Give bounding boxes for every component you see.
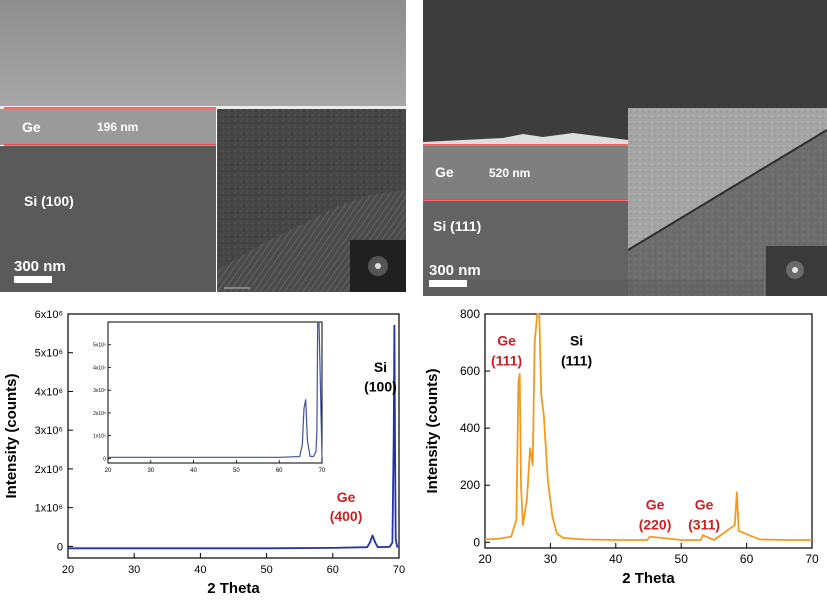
x-axis-label: 2 Theta xyxy=(207,580,260,597)
sem-background-top xyxy=(0,0,406,108)
y-tick-label: 400 xyxy=(460,421,480,435)
x-tick-label: 70 xyxy=(393,564,405,576)
ge-layer-label: Ge xyxy=(435,164,454,180)
y-tick-label: 6x10⁶ xyxy=(35,309,63,321)
x-tick-label: 40 xyxy=(194,564,206,576)
x-tick-label: 30 xyxy=(544,552,558,566)
x-tick-label: 20 xyxy=(62,564,74,576)
inset-x-tick-label: 70 xyxy=(319,468,326,474)
x-tick-label: 60 xyxy=(740,552,754,566)
y-tick-label: 1x10⁶ xyxy=(35,503,63,515)
inset-x-tick-label: 50 xyxy=(233,468,240,474)
tem-inset-right xyxy=(627,108,827,296)
y-tick-label: 2x10⁶ xyxy=(35,464,63,476)
x-tick-label: 20 xyxy=(478,552,492,566)
thickness-label: 520 nm xyxy=(489,166,531,180)
inset-y-tick-label: 5x10⁵ xyxy=(93,343,106,349)
scale-bar-left xyxy=(14,276,52,283)
peak-annotation: Si xyxy=(570,332,583,348)
thickness-label: 196 nm xyxy=(97,120,139,134)
peak-annotation: (311) xyxy=(688,516,720,532)
series-line-0 xyxy=(484,313,812,541)
sem-image-right: Ge 520 nm Si (111) 300 nm xyxy=(423,0,827,296)
sem-image-left: Ge 196 nm Si (100) 300 nm xyxy=(0,0,406,292)
inset-x-tick-label: 40 xyxy=(190,468,197,474)
y-tick-label: 600 xyxy=(460,364,480,378)
inset-series-line xyxy=(108,321,323,458)
peak-annotation: Ge xyxy=(497,332,516,348)
inset-frame xyxy=(107,321,323,464)
x-tick-label: 50 xyxy=(675,552,689,566)
sem-image-right-drawing xyxy=(423,0,827,296)
xrd-chart-right: 20 30 40 50 60 70 0 200 400 600 800 2 Theta Intensit… xyxy=(424,307,819,587)
xrd-chart-left: 20 30 40 50 60 70 0 1x10⁶ 2x10⁶ 3x10⁶ 4x10⁶ 5x10⁶ 6x… xyxy=(3,309,405,597)
peak-annotation: (220) xyxy=(639,516,672,532)
inset-y-tick-label: 0 xyxy=(103,456,106,462)
inset-y-tick-label: 2x10⁵ xyxy=(93,411,106,417)
sem-image-left-drawing xyxy=(0,0,406,292)
y-tick-label: 3x10⁶ xyxy=(35,425,63,437)
scale-bar-right xyxy=(429,280,467,287)
substrate-label: Si (100) xyxy=(24,193,74,209)
inset-y-tick-label: 1x10⁵ xyxy=(93,434,106,440)
x-axis-label: 2 Theta xyxy=(622,570,675,587)
inset-y-tick-label: 4x10⁵ xyxy=(93,365,106,371)
peak-annotation: Ge xyxy=(337,489,356,505)
x-tick-label: 60 xyxy=(327,564,339,576)
y-tick-label: 200 xyxy=(460,478,480,492)
substrate-label: Si (111) xyxy=(433,218,482,234)
x-tick-label: 30 xyxy=(128,564,140,576)
ge-layer xyxy=(423,146,628,200)
inset-x-tick-label: 60 xyxy=(276,468,283,474)
y-tick-label: 800 xyxy=(460,307,480,321)
ge-layer-label: Ge xyxy=(22,119,41,135)
scale-label: 300 nm xyxy=(429,262,481,279)
y-tick-label: 0 xyxy=(473,535,480,549)
series-line-0 xyxy=(68,324,400,550)
peak-annotation: (111) xyxy=(561,352,592,368)
x-tick-label: 40 xyxy=(609,552,623,566)
y-tick-label: 0 xyxy=(57,541,63,553)
peak-annotation: (400) xyxy=(330,508,363,524)
peak-annotation: Ge xyxy=(695,496,714,512)
peak-annotation: Si xyxy=(374,359,387,375)
plot-frame xyxy=(484,313,813,549)
ge-layer xyxy=(0,109,216,145)
inset-x-tick-label: 20 xyxy=(105,468,112,474)
peak-annotation: (111) xyxy=(491,352,522,368)
peak-annotation: Ge xyxy=(646,496,665,512)
inset-x-tick-label: 30 xyxy=(147,468,154,474)
inset-y-tick-label: 3x10⁵ xyxy=(93,388,106,394)
y-axis-label: Intensity (counts) xyxy=(3,373,20,498)
peak-annotation: (100) xyxy=(364,378,397,394)
x-tick-label: 50 xyxy=(260,564,272,576)
si-substrate xyxy=(0,146,216,292)
scale-label: 300 nm xyxy=(14,258,66,275)
x-tick-label: 70 xyxy=(805,552,819,566)
tem-inset-left xyxy=(217,109,406,292)
y-tick-label: 4x10⁶ xyxy=(35,386,63,398)
y-axis-label: Intensity (counts) xyxy=(424,368,441,493)
plot-frame xyxy=(67,313,400,559)
y-tick-label: 5x10⁶ xyxy=(35,348,63,360)
